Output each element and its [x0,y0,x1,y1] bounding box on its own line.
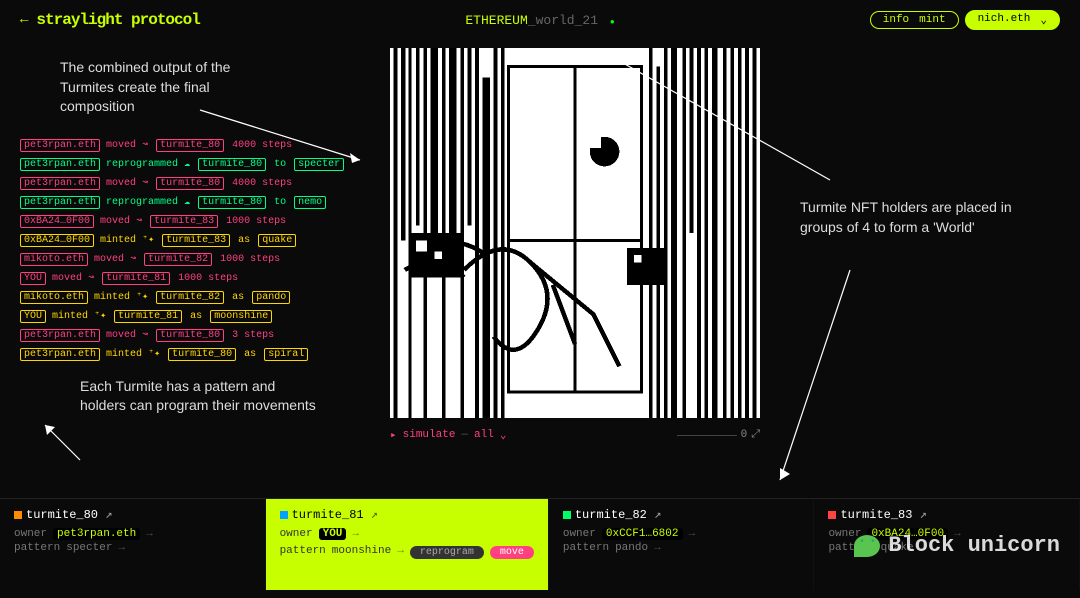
live-dot-icon: ● [610,18,615,27]
owner-value[interactable]: 0xCCF1…6802 [602,528,683,540]
turmite-tag[interactable]: turmite_81 [102,272,170,285]
chevron-down-icon: ⌄ [1040,13,1047,27]
wallet-tag[interactable]: pet3rpan.eth [20,196,100,209]
info-button[interactable]: info [883,14,909,26]
activity-row: mikoto.eth moved ↝ turmite_82 1000 steps [20,251,350,268]
user-label: nich.eth [978,13,1031,27]
turmite-tag[interactable]: turmite_80 [168,348,236,361]
card-title: turmite_82 ↗ [563,507,800,522]
scope-select[interactable]: all [474,429,494,441]
turmite-tag[interactable]: turmite_83 [150,215,218,228]
reprogram-button[interactable]: reprogram [410,546,484,559]
watermark: Block unicorn [854,533,1060,558]
pattern-label: pattern [14,542,60,554]
activity-row: pet3rpan.eth moved ↝ turmite_80 4000 ste… [20,137,350,154]
play-icon[interactable]: ▸ [390,428,397,442]
app-logo[interactable]: straylight protocol [36,11,199,29]
turmite-card[interactable]: turmite_80 ↗ owner pet3rpan.eth → patter… [0,499,266,590]
move-button[interactable]: move [490,546,534,559]
activity-row: 0xBA24…0F00 moved ↝ turmite_83 1000 step… [20,213,350,230]
activity-row: pet3rpan.eth reprogrammed ☁ turmite_80 t… [20,156,350,173]
pattern-value: pando [615,542,648,554]
pattern-label: pattern [280,545,326,557]
pattern-value: moonshine [332,545,391,557]
wallet-tag[interactable]: pet3rpan.eth [20,348,100,361]
wallet-tag[interactable]: YOU [20,272,46,285]
user-menu[interactable]: nich.eth ⌄ [965,10,1060,30]
annotation-groups: Turmite NFT holders are placed in groups… [800,198,1030,237]
back-arrow-icon[interactable]: ← [20,12,28,28]
owner-label: owner [14,528,47,540]
wallet-tag[interactable]: YOU [20,310,46,323]
watermark-text: Block unicorn [888,533,1060,558]
open-icon[interactable]: ↗ [371,508,378,522]
activity-row: 0xBA24…0F00 minted ⁺✦ turmite_83 as quak… [20,232,350,249]
expand-icon[interactable]: ⤢ [751,429,760,441]
turmite-tag[interactable]: turmite_82 [156,291,224,304]
owner-label: owner [280,528,313,540]
turmite-tag[interactable]: turmite_81 [114,310,182,323]
chevron-down-icon[interactable]: ⌄ [500,428,507,442]
open-icon[interactable]: ↗ [920,508,927,522]
separator: — [461,429,468,441]
wallet-tag[interactable]: 0xBA24…0F00 [20,234,94,247]
turmite-tag[interactable]: turmite_82 [144,253,212,266]
activity-row: mikoto.eth minted ⁺✦ turmite_82 as pando [20,289,350,306]
open-icon[interactable]: ↗ [654,508,661,522]
annotation-pattern: Each Turmite has a pattern and holders c… [80,377,320,416]
activity-row: YOU moved ↝ turmite_81 1000 steps [20,270,350,287]
turmite-card[interactable]: turmite_82 ↗ owner 0xCCF1…6802 → pattern… [549,499,815,590]
world-title: ETHEREUM_world_21 ● [465,13,614,28]
turmite-tag[interactable]: turmite_80 [198,158,266,171]
wallet-tag[interactable]: mikoto.eth [20,291,88,304]
activity-row: pet3rpan.eth reprogrammed ☁ turmite_80 t… [20,194,350,211]
pattern-label: pattern [563,542,609,554]
activity-row: YOU minted ⁺✦ turmite_81 as moonshine [20,308,350,325]
activity-row: pet3rpan.eth moved ↝ turmite_80 3 steps [20,327,350,344]
simulate-bar: ▸ simulate — all ⌄ 0 ⤢ [390,428,760,442]
wallet-tag[interactable]: pet3rpan.eth [20,329,100,342]
mint-button[interactable]: mint [919,14,945,26]
card-title: turmite_81 ↗ [280,507,534,522]
wallet-tag[interactable]: pet3rpan.eth [20,177,100,190]
wallet-tag[interactable]: 0xBA24…0F00 [20,215,94,228]
card-title: turmite_83 ↗ [828,507,1065,522]
turmite-tag[interactable]: turmite_80 [156,177,224,190]
open-icon[interactable]: ↗ [105,508,112,522]
turmite-tag[interactable]: turmite_80 [198,196,266,209]
owner-value[interactable]: pet3rpan.eth [53,528,140,540]
header-bar: ← straylight protocol ETHEREUM_world_21 … [0,0,1080,40]
pattern-value: specter [66,542,112,554]
turmite-tag[interactable]: turmite_80 [156,329,224,342]
step-counter: 0 [741,429,748,441]
turmite-tag[interactable]: turmite_80 [156,139,224,152]
world-chain-label: ETHEREUM [465,13,527,28]
activity-row: pet3rpan.eth moved ↝ turmite_80 4000 ste… [20,175,350,192]
world-id-label: _world_21 [528,13,598,28]
wallet-tag[interactable]: mikoto.eth [20,253,88,266]
wallet-tag[interactable]: pet3rpan.eth [20,139,100,152]
wallet-tag[interactable]: pet3rpan.eth [20,158,100,171]
progress-line [677,435,737,436]
wechat-icon [854,535,880,557]
owner-label: owner [563,528,596,540]
activity-feed: pet3rpan.eth moved ↝ turmite_80 4000 ste… [20,137,350,363]
owner-value[interactable]: YOU [319,528,347,540]
turmite-tag[interactable]: turmite_83 [162,234,230,247]
turmite-card[interactable]: turmite_81 ↗ owner YOU → pattern moonshi… [266,499,549,590]
activity-row: pet3rpan.eth minted ⁺✦ turmite_80 as spi… [20,346,350,363]
annotation-output: The combined output of the Turmites crea… [60,58,280,117]
card-title: turmite_80 ↗ [14,507,251,522]
simulate-button[interactable]: simulate [403,429,456,441]
info-mint-pill: info mint [870,11,959,29]
world-canvas[interactable] [390,48,760,418]
